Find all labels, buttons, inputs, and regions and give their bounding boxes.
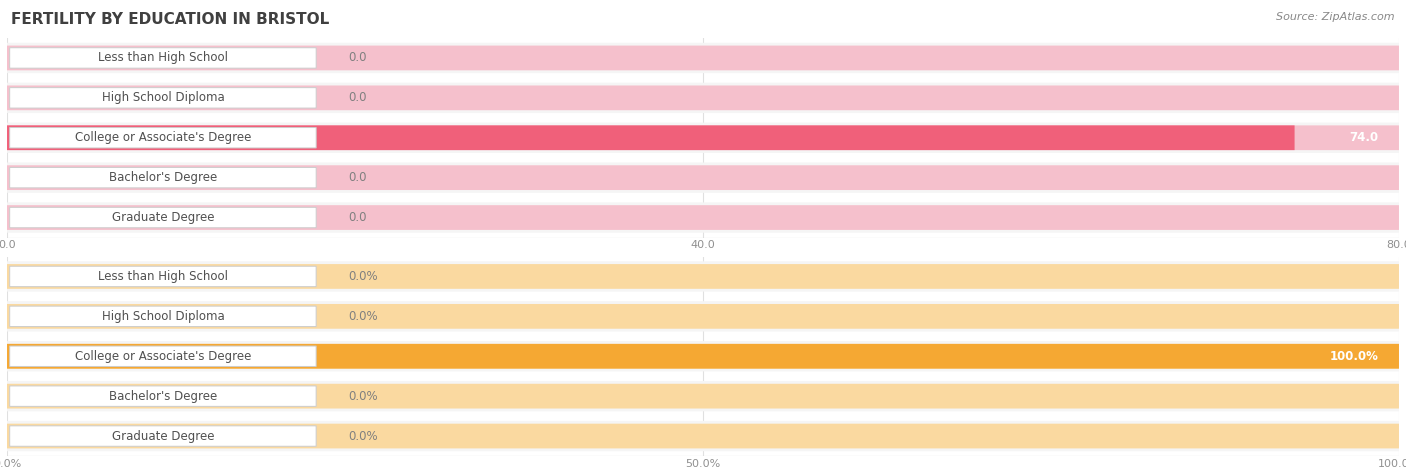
Text: Less than High School: Less than High School xyxy=(98,270,228,283)
FancyBboxPatch shape xyxy=(10,426,316,446)
Text: Bachelor's Degree: Bachelor's Degree xyxy=(108,171,217,184)
Text: Less than High School: Less than High School xyxy=(98,51,228,65)
Text: 0.0%: 0.0% xyxy=(349,390,378,403)
FancyBboxPatch shape xyxy=(7,421,1399,451)
Text: Source: ZipAtlas.com: Source: ZipAtlas.com xyxy=(1277,12,1395,22)
FancyBboxPatch shape xyxy=(7,125,1399,150)
Text: 0.0: 0.0 xyxy=(349,51,367,65)
Text: 0.0%: 0.0% xyxy=(349,270,378,283)
Text: High School Diploma: High School Diploma xyxy=(101,91,225,104)
FancyBboxPatch shape xyxy=(7,162,1399,193)
FancyBboxPatch shape xyxy=(7,301,1399,332)
FancyBboxPatch shape xyxy=(7,381,1399,411)
FancyBboxPatch shape xyxy=(10,207,316,228)
FancyBboxPatch shape xyxy=(7,264,1399,289)
FancyBboxPatch shape xyxy=(7,304,1399,329)
FancyBboxPatch shape xyxy=(7,202,1399,233)
FancyBboxPatch shape xyxy=(7,424,1399,448)
FancyBboxPatch shape xyxy=(10,346,316,367)
FancyBboxPatch shape xyxy=(7,261,1399,292)
Text: 100.0%: 100.0% xyxy=(1329,350,1378,363)
FancyBboxPatch shape xyxy=(7,86,1399,110)
Text: 0.0: 0.0 xyxy=(349,91,367,104)
FancyBboxPatch shape xyxy=(7,46,1399,70)
FancyBboxPatch shape xyxy=(7,83,1399,113)
Text: 74.0: 74.0 xyxy=(1348,131,1378,144)
FancyBboxPatch shape xyxy=(7,123,1399,153)
Text: Graduate Degree: Graduate Degree xyxy=(111,429,214,443)
FancyBboxPatch shape xyxy=(10,386,316,407)
Text: Bachelor's Degree: Bachelor's Degree xyxy=(108,390,217,403)
Text: Graduate Degree: Graduate Degree xyxy=(111,211,214,224)
Text: College or Associate's Degree: College or Associate's Degree xyxy=(75,131,252,144)
FancyBboxPatch shape xyxy=(10,127,316,148)
Text: 0.0: 0.0 xyxy=(349,211,367,224)
FancyBboxPatch shape xyxy=(10,266,316,287)
Text: 0.0: 0.0 xyxy=(349,171,367,184)
Text: High School Diploma: High School Diploma xyxy=(101,310,225,323)
FancyBboxPatch shape xyxy=(7,344,1399,369)
FancyBboxPatch shape xyxy=(10,48,316,68)
FancyBboxPatch shape xyxy=(7,205,1399,230)
FancyBboxPatch shape xyxy=(7,344,1399,369)
Text: College or Associate's Degree: College or Associate's Degree xyxy=(75,350,252,363)
Text: FERTILITY BY EDUCATION IN BRISTOL: FERTILITY BY EDUCATION IN BRISTOL xyxy=(11,12,329,27)
FancyBboxPatch shape xyxy=(7,43,1399,73)
Text: 0.0%: 0.0% xyxy=(349,310,378,323)
Text: 0.0%: 0.0% xyxy=(349,429,378,443)
FancyBboxPatch shape xyxy=(7,341,1399,371)
FancyBboxPatch shape xyxy=(10,87,316,108)
FancyBboxPatch shape xyxy=(10,167,316,188)
FancyBboxPatch shape xyxy=(7,165,1399,190)
FancyBboxPatch shape xyxy=(10,306,316,327)
FancyBboxPatch shape xyxy=(7,125,1295,150)
FancyBboxPatch shape xyxy=(7,384,1399,408)
